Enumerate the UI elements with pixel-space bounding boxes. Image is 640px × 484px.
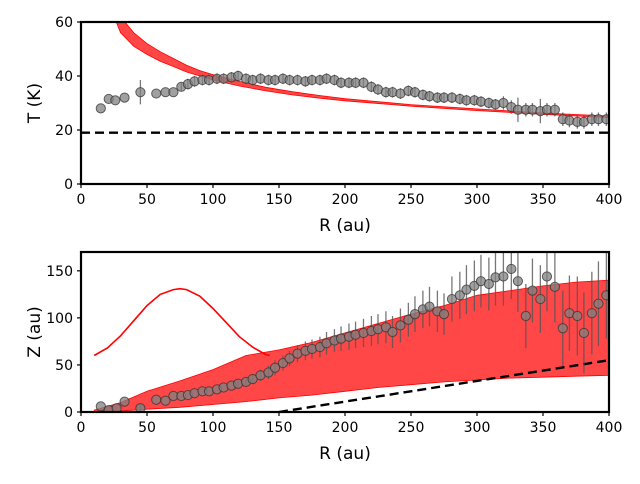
bottom-x-tick-label: 100 bbox=[200, 420, 227, 436]
bottom-data-point bbox=[506, 263, 517, 275]
bottom-x-tick-label: 300 bbox=[464, 420, 491, 436]
top-data-point bbox=[110, 95, 121, 106]
top-x-axis-label: R (au) bbox=[319, 216, 371, 236]
top-x-tick-label: 50 bbox=[138, 192, 156, 208]
top-x-tick-label: 100 bbox=[200, 192, 227, 208]
bottom-data-point bbox=[535, 293, 546, 305]
bottom-data-point bbox=[160, 395, 171, 406]
bottom-data-point bbox=[527, 285, 538, 296]
bottom-y-tick-label: 100 bbox=[46, 311, 73, 327]
top-x-tick-label: 150 bbox=[266, 192, 293, 208]
bottom-x-tick-label: 150 bbox=[266, 420, 293, 436]
bottom-data-point bbox=[409, 309, 421, 320]
bottom-data-point bbox=[387, 326, 398, 338]
bottom-data-point bbox=[454, 290, 465, 301]
bottom-data-point bbox=[151, 394, 162, 405]
top-data-point bbox=[119, 92, 130, 103]
bottom-panel: 0 50 100 150 200 250 300 350 400 0 50 100 150 R (au) Z… bbox=[25, 250, 623, 464]
bottom-plot-area bbox=[93, 252, 609, 412]
top-data-point bbox=[135, 87, 146, 98]
top-y-tick-label: 60 bbox=[55, 15, 73, 31]
top-axes-frame bbox=[79, 20, 611, 186]
bottom-data-point bbox=[586, 308, 597, 319]
bottom-x-tick-label: 50 bbox=[138, 420, 156, 436]
top-y-axis-label: T (K) bbox=[25, 83, 45, 124]
top-plot-area bbox=[81, 22, 609, 134]
bottom-y-tick-label: 150 bbox=[46, 264, 73, 280]
bottom-model-band bbox=[93, 279, 609, 412]
bottom-x-tick-label: 200 bbox=[332, 420, 359, 436]
bottom-data-point bbox=[424, 301, 435, 312]
bottom-data-point bbox=[549, 281, 560, 292]
top-x-tick-label: 350 bbox=[530, 192, 557, 208]
bottom-data-point bbox=[403, 314, 414, 325]
bottom-curve bbox=[93, 287, 270, 357]
top-data-point bbox=[95, 103, 106, 114]
top-data-point bbox=[549, 104, 560, 115]
top-data-point bbox=[358, 77, 369, 88]
bottom-data-point bbox=[438, 309, 450, 320]
bottom-x-tick-label: 400 bbox=[596, 420, 623, 436]
top-x-tick-label: 300 bbox=[464, 192, 491, 208]
bottom-data-point bbox=[111, 403, 122, 412]
bottom-data-point bbox=[119, 396, 130, 407]
bottom-data-point bbox=[512, 276, 524, 287]
top-x-tick-label: 250 bbox=[398, 192, 425, 208]
top-x-tick-label: 0 bbox=[77, 192, 86, 208]
bottom-data-point bbox=[135, 403, 146, 412]
top-x-tick-label: 200 bbox=[332, 192, 359, 208]
bottom-x-tick-label: 250 bbox=[398, 420, 425, 436]
bottom-data-point bbox=[483, 278, 494, 290]
bottom-data-point bbox=[498, 271, 509, 282]
top-data-point bbox=[151, 88, 162, 99]
top-data-point bbox=[168, 87, 179, 98]
bottom-y-axis-label: Z (au) bbox=[25, 306, 45, 358]
bottom-x-tick-label: 350 bbox=[530, 420, 557, 436]
top-y-tick-label: 0 bbox=[64, 177, 73, 193]
bottom-data-point bbox=[541, 271, 553, 282]
bottom-data-point bbox=[601, 290, 609, 301]
bottom-data-point bbox=[284, 353, 295, 364]
bottom-data-point bbox=[269, 362, 281, 373]
bottom-data-point bbox=[593, 298, 604, 309]
top-model-band bbox=[115, 22, 609, 119]
bottom-data-point bbox=[557, 323, 568, 334]
top-panel: 0 50 100 150 200 250 300 350 400 0 20 40 60 R (au) T (… bbox=[25, 15, 622, 236]
top-data-point bbox=[601, 114, 609, 125]
bottom-x-tick-label: 0 bbox=[77, 420, 86, 436]
top-y-tick-label: 20 bbox=[55, 123, 73, 139]
top-y-tick-label: 40 bbox=[55, 69, 73, 85]
top-data-point bbox=[498, 97, 509, 109]
bottom-x-axis-label: R (au) bbox=[319, 444, 371, 464]
bottom-y-tick-label: 50 bbox=[55, 358, 73, 374]
bottom-data-point bbox=[520, 310, 531, 322]
bottom-data-point bbox=[395, 320, 406, 331]
top-x-tick-label: 400 bbox=[596, 192, 623, 208]
bottom-data-point bbox=[578, 327, 590, 339]
bottom-y-tick-label: 0 bbox=[64, 405, 73, 421]
bottom-data-point bbox=[572, 310, 583, 322]
